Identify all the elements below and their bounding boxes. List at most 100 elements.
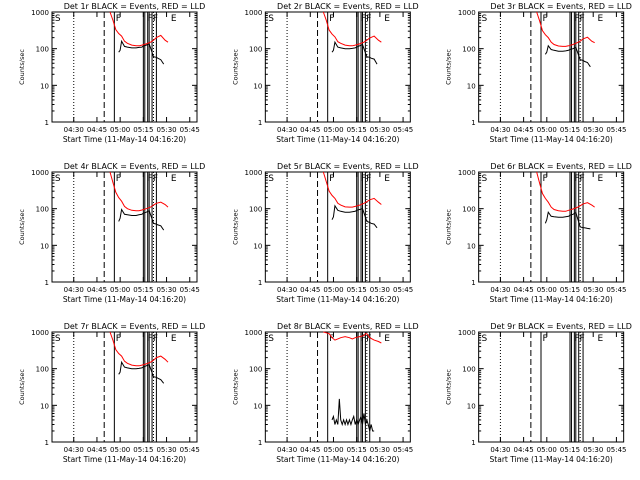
event-letter: F bbox=[116, 334, 121, 344]
y-tick-label: 10 bbox=[40, 242, 49, 250]
x-tick-label: 05:45 bbox=[393, 126, 413, 134]
y-tick-label: 1 bbox=[471, 279, 475, 287]
x-tick-label: 05:00 bbox=[537, 286, 557, 294]
lld-series-line bbox=[322, 11, 382, 47]
event-letter: FF bbox=[574, 334, 584, 344]
x-axis-label: Start Time (11-May-14 04:16:20) bbox=[63, 295, 186, 304]
event-letter: S bbox=[482, 174, 488, 184]
events-series-line bbox=[331, 40, 378, 65]
y-tick-label: 100 bbox=[462, 366, 475, 374]
event-letter: E bbox=[598, 334, 604, 344]
plot-frame bbox=[51, 11, 198, 123]
y-tick-label: 1000 bbox=[458, 329, 476, 337]
x-tick-label: 04:45 bbox=[514, 286, 534, 294]
y-tick-label: 1 bbox=[45, 119, 49, 127]
event-letter: S bbox=[55, 334, 61, 344]
y-tick-label: 10 bbox=[467, 402, 476, 410]
plot-frame bbox=[264, 11, 411, 123]
x-tick-label: 05:15 bbox=[560, 446, 580, 454]
x-tick-label: 05:45 bbox=[180, 446, 200, 454]
event-letter: E bbox=[384, 174, 390, 184]
x-axis-label: Start Time (11-May-14 04:16:20) bbox=[490, 135, 613, 144]
x-tick-label: 05:00 bbox=[110, 446, 130, 454]
x-tick-label: 04:30 bbox=[490, 446, 510, 454]
x-tick-label: 04:30 bbox=[277, 126, 297, 134]
events-series-line bbox=[118, 39, 165, 65]
y-tick-label: 10 bbox=[253, 242, 262, 250]
y-tick-label: 10 bbox=[40, 82, 49, 90]
y-tick-label: 100 bbox=[249, 206, 262, 214]
plot-frame bbox=[478, 171, 625, 283]
panel-title: Det 2r BLACK = Events, RED = LLD bbox=[277, 2, 419, 11]
y-tick-label: 100 bbox=[36, 366, 49, 374]
y-axis-label: Counts/sec bbox=[445, 209, 453, 245]
x-tick-label: 05:00 bbox=[323, 286, 343, 294]
event-letter: S bbox=[268, 14, 274, 24]
y-tick-label: 1 bbox=[258, 279, 262, 287]
panel-det-2: Det 2r BLACK = Events, RED = LLD 1 10 100 10… bbox=[231, 2, 418, 144]
panel-title: Det 9r BLACK = Events, RED = LLD bbox=[490, 322, 632, 331]
x-tick-label: 05:30 bbox=[370, 286, 390, 294]
event-letter: F bbox=[329, 174, 334, 184]
event-letter: F bbox=[542, 174, 547, 184]
panel-det-9: Det 9r BLACK = Events, RED = LLD 1 10 100 10… bbox=[445, 322, 632, 464]
y-tick-label: 1000 bbox=[31, 169, 49, 177]
panel-title: Det 7r BLACK = Events, RED = LLD bbox=[64, 322, 206, 331]
panel-det-8: Det 8r BLACK = Events, RED = LLD 1 10 100 10… bbox=[231, 322, 418, 464]
panel-title: Det 1r BLACK = Events, RED = LLD bbox=[64, 2, 206, 11]
event-letter: FF bbox=[574, 14, 584, 24]
y-tick-label: 1000 bbox=[245, 9, 263, 17]
y-tick-label: 100 bbox=[36, 46, 49, 54]
event-letter: E bbox=[171, 334, 177, 344]
y-tick-label: 1 bbox=[258, 439, 262, 447]
x-tick-label: 04:30 bbox=[277, 286, 297, 294]
events-series-line bbox=[544, 210, 591, 230]
y-axis-label: Counts/sec bbox=[18, 49, 26, 85]
x-tick-label: 04:45 bbox=[87, 446, 107, 454]
x-tick-label: 05:45 bbox=[393, 446, 413, 454]
y-axis-label: Counts/sec bbox=[231, 49, 239, 85]
panel-det-7: Det 7r BLACK = Events, RED = LLD 1 10 100 10… bbox=[18, 322, 205, 464]
x-tick-label: 05:15 bbox=[133, 286, 153, 294]
x-tick-label: 05:45 bbox=[606, 446, 626, 454]
event-letter: E bbox=[598, 174, 604, 184]
x-tick-label: 04:45 bbox=[300, 126, 320, 134]
x-tick-label: 05:45 bbox=[180, 286, 200, 294]
x-tick-label: 05:00 bbox=[537, 126, 557, 134]
events-series-line bbox=[331, 398, 375, 432]
y-axis-label: Counts/sec bbox=[231, 369, 239, 405]
x-tick-label: 04:30 bbox=[64, 446, 84, 454]
x-tick-label: 05:45 bbox=[180, 126, 200, 134]
event-letter: FF bbox=[148, 174, 158, 184]
x-axis-label: Start Time (11-May-14 04:16:20) bbox=[63, 135, 186, 144]
x-axis-label: Start Time (11-May-14 04:16:20) bbox=[63, 455, 186, 464]
lld-series-line bbox=[109, 331, 169, 367]
event-letter: E bbox=[171, 14, 177, 24]
event-letter: S bbox=[482, 14, 488, 24]
event-letter: F bbox=[116, 174, 121, 184]
y-tick-label: 100 bbox=[462, 206, 475, 214]
event-letter: S bbox=[268, 174, 274, 184]
panel-det-6: Det 6r BLACK = Events, RED = LLD 1 10 100 10… bbox=[445, 162, 632, 304]
panel-det-4: Det 4r BLACK = Events, RED = LLD 1 10 100 10… bbox=[18, 162, 205, 304]
x-tick-label: 04:45 bbox=[300, 446, 320, 454]
y-tick-label: 1 bbox=[45, 279, 49, 287]
x-tick-label: 05:00 bbox=[323, 446, 343, 454]
event-letter: S bbox=[268, 334, 274, 344]
y-tick-label: 100 bbox=[36, 206, 49, 214]
lld-series-line bbox=[323, 331, 382, 344]
y-axis-label: Counts/sec bbox=[445, 49, 453, 85]
y-tick-label: 1 bbox=[45, 439, 49, 447]
x-tick-label: 05:15 bbox=[133, 446, 153, 454]
lld-series-line bbox=[322, 171, 382, 208]
plot-frame bbox=[478, 11, 625, 123]
x-axis-label: Start Time (11-May-14 04:16:20) bbox=[490, 295, 613, 304]
y-tick-label: 10 bbox=[253, 402, 262, 410]
x-tick-label: 04:30 bbox=[64, 126, 84, 134]
y-tick-label: 1 bbox=[471, 439, 475, 447]
x-tick-label: 04:45 bbox=[87, 286, 107, 294]
panel-title: Det 4r BLACK = Events, RED = LLD bbox=[64, 162, 206, 171]
plot-frame bbox=[51, 171, 198, 283]
y-tick-label: 100 bbox=[249, 366, 262, 374]
